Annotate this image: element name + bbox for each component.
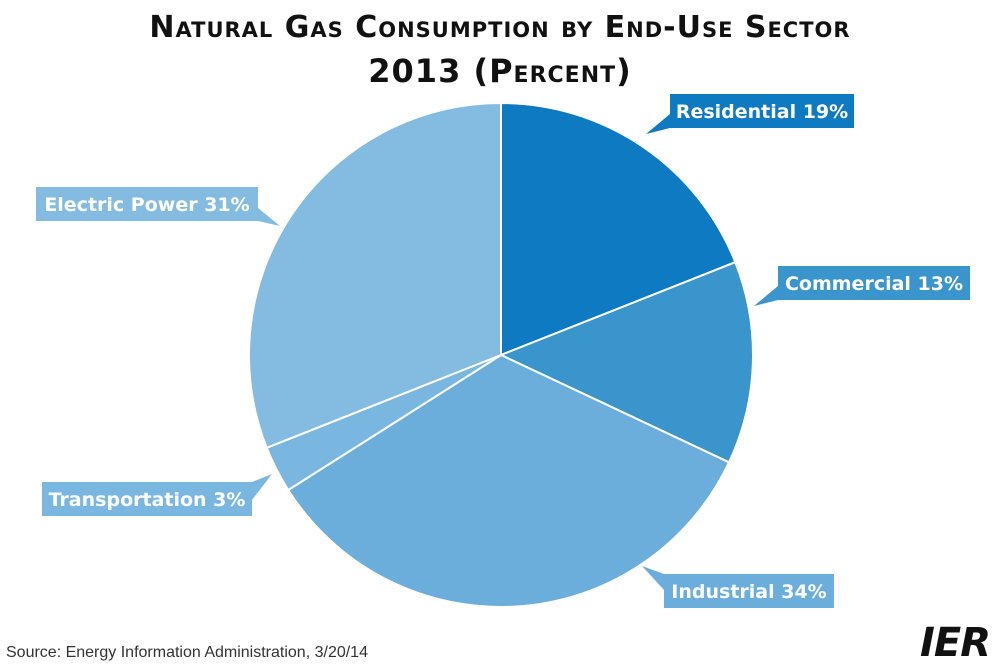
pie-slice-electric-power [248,101,502,450]
data-label-residential: Residential 19% [646,94,854,134]
data-label-transportation: Transportation 3% [42,474,272,516]
chart-title: Natural Gas Consumption by End-Use Secto… [149,10,851,45]
data-label-electric-power: Electric Power 31% [36,187,280,226]
data-label-text: Transportation 3% [49,489,246,511]
data-label-text: Industrial 34% [671,581,826,603]
pie-slice-commercial [498,260,754,464]
data-label-text: Residential 19% [676,101,848,123]
source-note: Source: Energy Information Administratio… [6,644,368,661]
pie-slice-industrial [286,353,731,608]
data-label-industrial: Industrial 34% [642,566,834,608]
chart-subtitle: 2013 (Percent) [368,52,632,90]
data-label-commercial: Commercial 13% [754,266,970,306]
pie-slice-residential [500,101,737,357]
data-label-text: Electric Power 31% [44,194,249,216]
ier-logo: IER [919,620,991,666]
data-label-text: Commercial 13% [785,273,963,295]
